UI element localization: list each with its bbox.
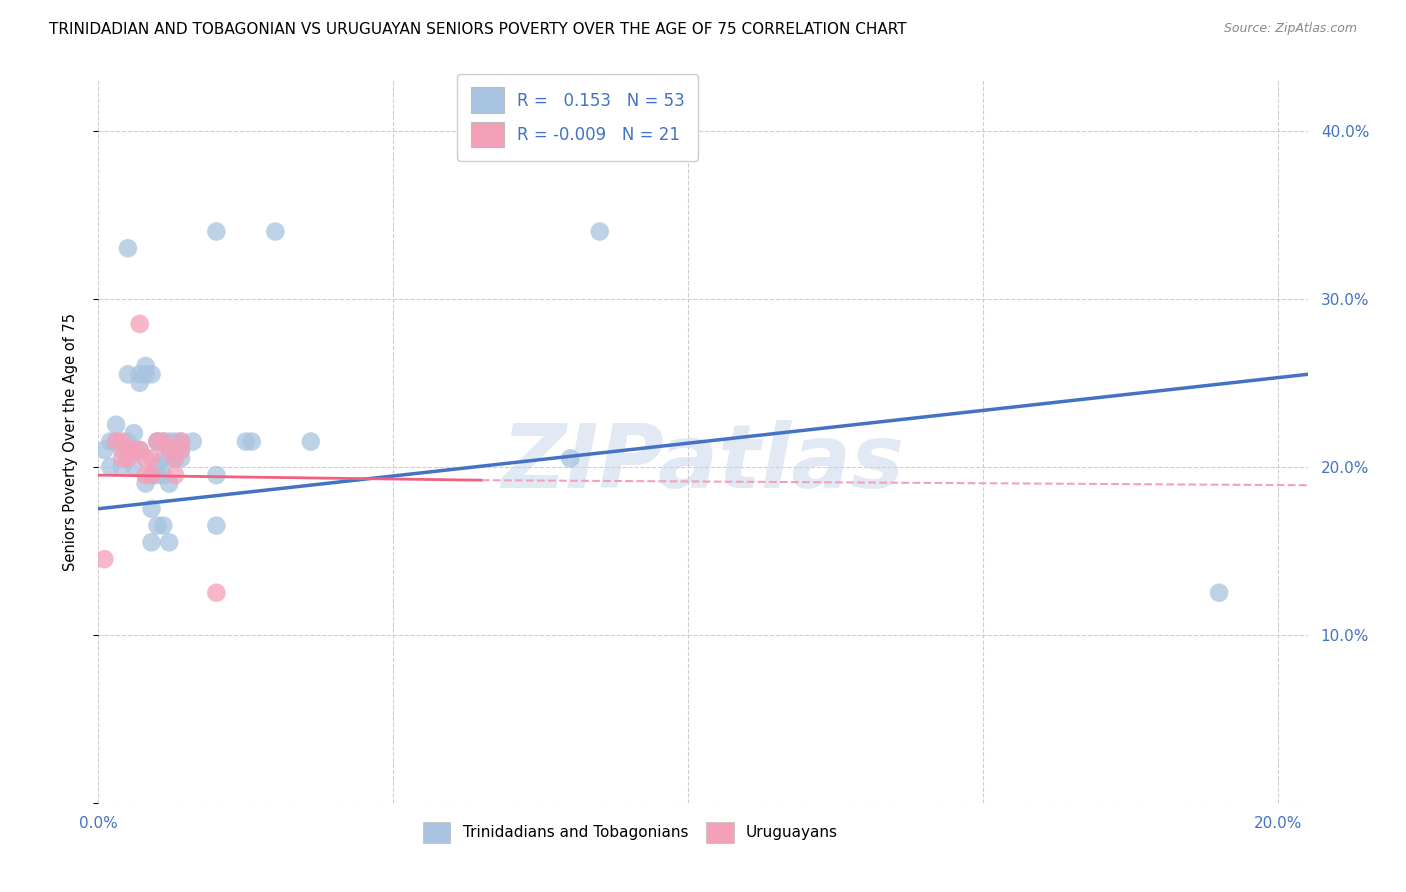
Point (117, 241, 139, 255)
Point (157, 451, 180, 466)
Point (98, 459, 121, 474)
Point (170, 442, 193, 457)
Point (152, 518, 174, 533)
Point (157, 442, 180, 457)
Point (146, 459, 169, 474)
Point (141, 468, 163, 483)
Point (170, 442, 193, 457)
Point (165, 442, 187, 457)
Point (135, 468, 157, 483)
Point (141, 368, 163, 382)
Text: Source: ZipAtlas.com: Source: ZipAtlas.com (1223, 22, 1357, 36)
Point (111, 434, 134, 449)
Point (117, 434, 139, 449)
Point (128, 442, 150, 457)
Point (105, 417, 128, 432)
Point (205, 586, 228, 600)
Point (135, 359, 157, 373)
Point (205, 468, 228, 483)
Point (141, 535, 163, 549)
Point (128, 317, 150, 331)
Point (165, 434, 187, 449)
Point (93, 552, 115, 566)
Point (170, 434, 193, 449)
Point (264, 225, 287, 239)
Point (152, 434, 174, 449)
Point (157, 434, 180, 449)
Text: ZIPatlas: ZIPatlas (502, 420, 904, 507)
Point (146, 434, 169, 449)
Point (152, 451, 174, 466)
Point (117, 368, 139, 382)
Point (117, 451, 139, 466)
Y-axis label: Seniors Poverty Over the Age of 75: Seniors Poverty Over the Age of 75 (63, 312, 77, 571)
Point (122, 442, 145, 457)
Point (181, 434, 204, 449)
Point (146, 518, 169, 533)
Point (170, 451, 193, 466)
Point (146, 434, 169, 449)
Point (128, 376, 150, 390)
Point (122, 459, 145, 474)
Point (157, 476, 180, 491)
Point (560, 451, 582, 466)
Point (111, 442, 134, 457)
Point (205, 225, 228, 239)
Point (135, 476, 157, 491)
Point (135, 368, 157, 382)
Point (146, 468, 169, 483)
Point (299, 434, 322, 449)
Point (93, 442, 115, 457)
Point (157, 535, 180, 549)
Point (111, 451, 134, 466)
Point (1208, 586, 1230, 600)
Point (165, 451, 187, 466)
Point (128, 368, 150, 382)
Point (117, 442, 139, 457)
Point (141, 451, 163, 466)
Point (141, 468, 163, 483)
Point (122, 442, 145, 457)
Point (105, 434, 128, 449)
Point (122, 426, 145, 441)
Point (135, 451, 157, 466)
Point (146, 434, 169, 449)
Point (98, 434, 121, 449)
Text: TRINIDADIAN AND TOBAGONIAN VS URUGUAYAN SENIORS POVERTY OVER THE AGE OF 75 CORRE: TRINIDADIAN AND TOBAGONIAN VS URUGUAYAN … (49, 22, 907, 37)
Point (205, 518, 228, 533)
Point (170, 434, 193, 449)
Point (152, 468, 174, 483)
Point (152, 434, 174, 449)
Point (240, 434, 263, 449)
Point (105, 434, 128, 449)
Point (165, 468, 187, 483)
Point (111, 459, 134, 474)
Point (589, 225, 612, 239)
Point (165, 451, 187, 466)
Point (128, 442, 150, 457)
Legend: Trinidadians and Tobagonians, Uruguayans: Trinidadians and Tobagonians, Uruguayans (416, 815, 844, 849)
Point (141, 501, 163, 516)
Point (235, 434, 257, 449)
